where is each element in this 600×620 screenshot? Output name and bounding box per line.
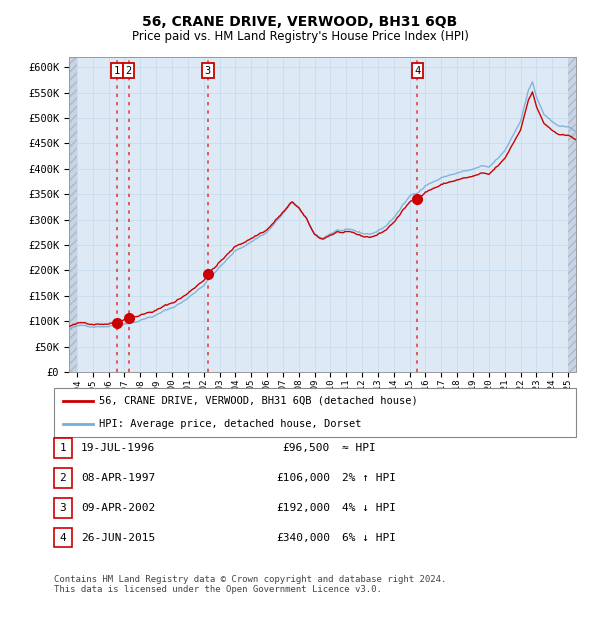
Text: Contains HM Land Registry data © Crown copyright and database right 2024.
This d: Contains HM Land Registry data © Crown c… <box>54 575 446 594</box>
Text: 3: 3 <box>205 66 211 76</box>
Text: 19-JUL-1996: 19-JUL-1996 <box>81 443 155 453</box>
Text: 2% ↑ HPI: 2% ↑ HPI <box>342 473 396 483</box>
Text: £340,000: £340,000 <box>276 533 330 542</box>
Text: 3: 3 <box>59 503 67 513</box>
Text: £96,500: £96,500 <box>283 443 330 453</box>
Text: 1: 1 <box>114 66 120 76</box>
Text: 4: 4 <box>414 66 421 76</box>
Text: 2: 2 <box>125 66 132 76</box>
Text: 2: 2 <box>59 473 67 483</box>
Text: Price paid vs. HM Land Registry's House Price Index (HPI): Price paid vs. HM Land Registry's House … <box>131 30 469 43</box>
Text: 1: 1 <box>59 443 67 453</box>
Text: 6% ↓ HPI: 6% ↓ HPI <box>342 533 396 542</box>
Text: 4: 4 <box>59 533 67 542</box>
Bar <box>568 57 576 372</box>
Text: 56, CRANE DRIVE, VERWOOD, BH31 6QB: 56, CRANE DRIVE, VERWOOD, BH31 6QB <box>142 16 458 30</box>
Text: 09-APR-2002: 09-APR-2002 <box>81 503 155 513</box>
Bar <box>69 57 77 372</box>
Text: 26-JUN-2015: 26-JUN-2015 <box>81 533 155 542</box>
Text: 4% ↓ HPI: 4% ↓ HPI <box>342 503 396 513</box>
Text: £192,000: £192,000 <box>276 503 330 513</box>
Text: HPI: Average price, detached house, Dorset: HPI: Average price, detached house, Dors… <box>99 418 361 428</box>
Text: 08-APR-1997: 08-APR-1997 <box>81 473 155 483</box>
Text: £106,000: £106,000 <box>276 473 330 483</box>
Text: 56, CRANE DRIVE, VERWOOD, BH31 6QB (detached house): 56, CRANE DRIVE, VERWOOD, BH31 6QB (deta… <box>99 396 418 406</box>
Text: ≈ HPI: ≈ HPI <box>342 443 376 453</box>
